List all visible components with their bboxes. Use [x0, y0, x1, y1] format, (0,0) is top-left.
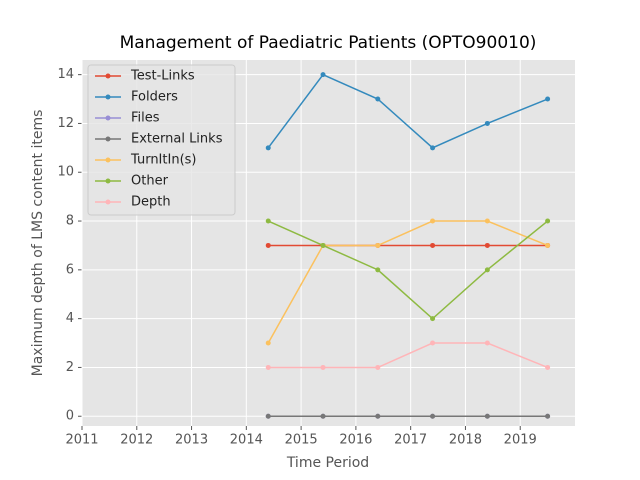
y-tick-label: 4 — [66, 311, 74, 326]
point — [484, 267, 490, 273]
point — [375, 96, 381, 102]
point — [484, 218, 490, 224]
point — [265, 364, 271, 370]
point — [265, 242, 271, 248]
point — [545, 364, 551, 370]
point — [375, 267, 381, 273]
x-tick-label: 2018 — [449, 433, 482, 448]
x-tick-label: 2017 — [394, 433, 427, 448]
point — [320, 364, 326, 370]
legend-box — [87, 64, 236, 216]
y-axis-label: Maximum depth of LMS content items — [30, 110, 46, 377]
point — [375, 413, 381, 419]
series-line — [267, 220, 548, 344]
y-tick-label: 0 — [66, 409, 74, 424]
legend-label: TurnItIn(s) — [130, 153, 196, 168]
point — [545, 96, 551, 102]
legend-marker — [105, 115, 111, 121]
point — [430, 218, 436, 224]
point — [545, 413, 551, 419]
point — [484, 340, 490, 346]
point — [484, 413, 490, 419]
point — [430, 413, 436, 419]
point — [265, 145, 271, 151]
legend-label: Depth — [131, 195, 171, 210]
y-tick-label: 12 — [57, 116, 74, 131]
legend: Test-Links Folders Files External Links Turn… — [87, 64, 236, 216]
point — [484, 242, 490, 248]
point — [320, 413, 326, 419]
legend-marker — [105, 199, 111, 205]
point — [320, 242, 326, 248]
x-tick-label: 2016 — [339, 433, 372, 448]
point — [265, 413, 271, 419]
legend-marker — [105, 157, 111, 163]
point — [265, 340, 271, 346]
legend-label: Files — [131, 111, 160, 126]
y-tick-label: 10 — [57, 165, 74, 180]
point — [430, 145, 436, 151]
series-line — [267, 73, 548, 149]
x-tick-label: 2011 — [65, 433, 98, 448]
legend-marker — [105, 73, 111, 79]
grid: 0 2 4 6 8 10 12 14 2011 2012 2013 2014 2015 2016 2017 2… — [57, 60, 575, 448]
x-tick-label: 2013 — [175, 433, 208, 448]
point — [375, 364, 381, 370]
point — [484, 120, 490, 126]
y-tick-label: 2 — [66, 360, 74, 375]
y-tick-label: 14 — [57, 67, 74, 82]
legend-label: Test-Links — [130, 69, 195, 84]
point — [545, 242, 551, 248]
point — [430, 316, 436, 322]
point — [430, 242, 436, 248]
point — [375, 242, 381, 248]
y-tick-label: 6 — [66, 262, 74, 277]
series-line — [267, 220, 549, 320]
series — [265, 72, 551, 419]
series-line — [268, 342, 548, 369]
legend-label: Folders — [131, 90, 178, 105]
x-tick-label: 2014 — [230, 433, 263, 448]
chart-title: Management of Paediatric Patients (OPTO9… — [120, 33, 537, 53]
point — [265, 218, 271, 224]
point — [320, 72, 326, 78]
legend-marker — [105, 136, 111, 142]
x-tick-label: 2015 — [285, 433, 318, 448]
point — [545, 218, 551, 224]
legend-marker — [105, 94, 111, 100]
point — [430, 340, 436, 346]
legend-label: External Links — [131, 132, 223, 147]
x-tick-label: 2019 — [504, 433, 537, 448]
legend-label: Other — [131, 174, 169, 189]
x-tick-label: 2012 — [120, 433, 153, 448]
legend-marker — [105, 178, 111, 184]
x-axis-label: Time Period — [286, 455, 369, 471]
y-tick-label: 8 — [66, 214, 74, 229]
